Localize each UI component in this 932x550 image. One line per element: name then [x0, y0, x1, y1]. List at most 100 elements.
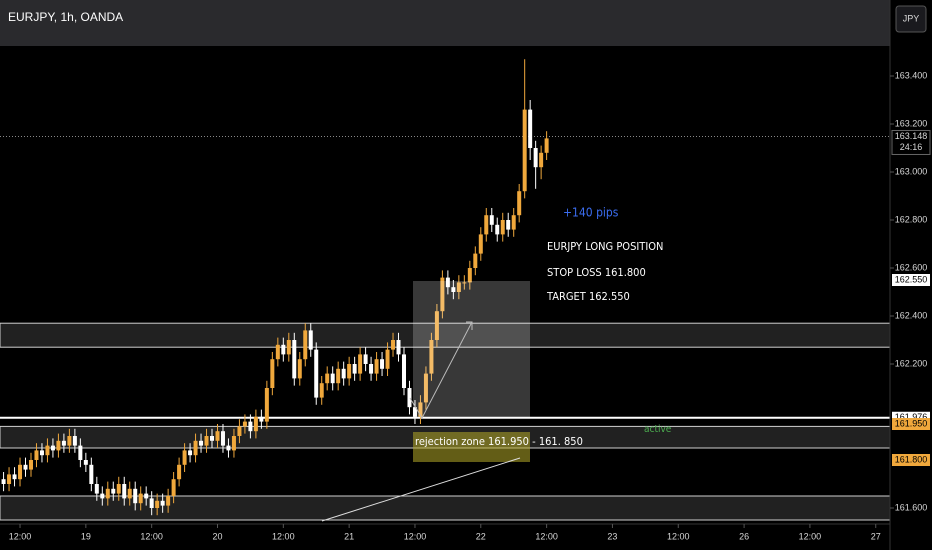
candle-body — [484, 215, 489, 235]
candle-body — [434, 311, 439, 340]
chart-title: EURJPY, 1h, OANDA — [8, 10, 123, 24]
candle-body — [478, 234, 483, 254]
candle-body — [270, 359, 275, 388]
candle-body — [242, 421, 247, 427]
candle-body — [319, 383, 324, 398]
price-tag — [892, 418, 930, 430]
candle-body — [391, 340, 396, 350]
candle-body — [210, 436, 215, 441]
countdown-label: 24:16 — [900, 142, 923, 152]
stop-loss-label: STOP LOSS 161.800 — [547, 266, 646, 279]
y-tick-label: 162.800 — [895, 214, 928, 224]
candle-body — [78, 445, 83, 460]
candle-body — [182, 450, 187, 465]
candle-body — [396, 340, 401, 355]
pips-label: +140 pips — [563, 206, 619, 220]
candle-body — [28, 460, 33, 470]
candle-body — [83, 460, 88, 465]
current-price-label: 163.148 — [895, 131, 928, 141]
y-tick-label: 162.600 — [895, 262, 928, 272]
candle-body — [347, 364, 352, 379]
candle-body — [39, 450, 44, 456]
candle-body — [467, 268, 472, 283]
candle-body — [61, 440, 66, 446]
candle-body — [314, 349, 319, 398]
candle-body — [275, 344, 280, 360]
candle-body — [237, 426, 242, 436]
candle-body — [50, 445, 55, 451]
candle-body — [506, 220, 511, 230]
projection-arrow — [409, 321, 473, 420]
candle-body — [325, 373, 330, 384]
candle-body — [412, 407, 417, 417]
candle-body — [155, 500, 160, 508]
candle-body — [160, 500, 165, 506]
candle-body — [34, 450, 39, 460]
candle-body — [341, 368, 346, 379]
candle-body — [122, 484, 127, 499]
currency-button[interactable] — [895, 5, 927, 33]
candle-body — [127, 488, 132, 499]
candle-body — [144, 493, 149, 499]
candle-body — [517, 191, 522, 216]
candle-body — [215, 431, 220, 441]
candle-body — [423, 373, 428, 403]
candle-body — [292, 340, 297, 379]
candle-body — [544, 138, 549, 153]
candle-body — [259, 416, 264, 422]
x-tick-label: 12:00 — [799, 531, 822, 541]
candle-body — [363, 354, 368, 364]
position-label: EURJPY LONG POSITION — [547, 240, 663, 253]
candle-body — [166, 496, 171, 506]
candle-body — [226, 445, 231, 451]
candle-body — [418, 402, 423, 417]
candle-body — [138, 493, 143, 504]
candle-body — [380, 359, 385, 369]
candle-body — [489, 215, 494, 225]
candle-body — [116, 484, 121, 494]
current-price-tag — [891, 129, 931, 155]
price-tag-label: 161.950 — [895, 418, 928, 428]
price-tag — [892, 454, 930, 466]
candle-body — [374, 359, 379, 374]
candle-body — [330, 373, 335, 384]
y-tick-label: 162.400 — [895, 310, 928, 320]
candle-body — [199, 440, 204, 446]
x-tick-label: 12:00 — [667, 531, 690, 541]
candle-body — [533, 148, 538, 168]
y-tick-label: 162.200 — [895, 358, 928, 368]
candle-body — [94, 484, 99, 494]
candle-body — [1, 479, 6, 484]
y-tick-label: 163.400 — [895, 70, 928, 80]
price-tag-label: 161.800 — [895, 454, 928, 464]
rejection-box — [413, 432, 530, 462]
candle-body — [105, 488, 110, 499]
x-tick-label: 12:00 — [140, 531, 163, 541]
candle-body — [495, 224, 500, 235]
x-tick-label: 19 — [81, 531, 91, 541]
currency-label: JPY — [903, 13, 920, 23]
x-tick-label: 27 — [871, 531, 881, 541]
candle-body — [352, 364, 357, 374]
candle-body — [67, 436, 72, 446]
candle-body — [149, 498, 154, 508]
candle-body — [297, 359, 302, 379]
candle-body — [231, 436, 236, 451]
candle-body — [528, 109, 533, 148]
candle-body — [539, 152, 544, 168]
candle-body — [336, 368, 341, 384]
candle-body — [72, 436, 77, 446]
candle-body — [401, 354, 406, 388]
status-label: active — [644, 424, 672, 435]
candle-body — [204, 436, 209, 446]
candle-body — [12, 474, 17, 480]
x-tick-label: 23 — [607, 531, 617, 541]
candle-body — [456, 282, 461, 292]
candle-body — [286, 340, 291, 355]
x-tick-label: 21 — [344, 531, 354, 541]
position-box — [413, 281, 530, 418]
candle-body — [220, 431, 225, 446]
candle-body — [451, 287, 456, 292]
